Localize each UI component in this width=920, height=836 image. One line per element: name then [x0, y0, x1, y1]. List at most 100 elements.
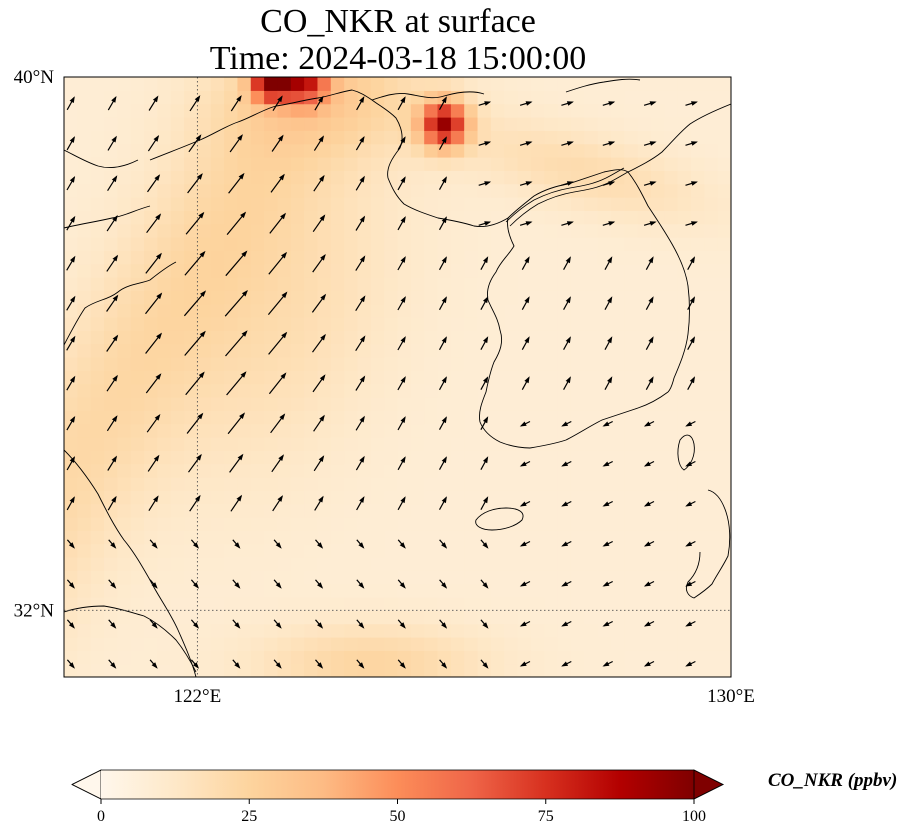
field-cell: [304, 343, 319, 358]
field-cell: [477, 637, 492, 651]
field-cell: [610, 223, 625, 238]
field-cell: [317, 423, 332, 438]
field-cell: [357, 437, 372, 451]
wind-arrow-head: [317, 582, 324, 589]
field-cell: [397, 557, 412, 571]
field-cell: [157, 103, 172, 118]
field-cell: [157, 557, 172, 571]
field-cell: [410, 117, 425, 131]
field-cell: [304, 277, 319, 291]
wind-arrow-shaft: [184, 331, 206, 356]
field-cell: [77, 623, 92, 638]
wind-arrow-head: [691, 221, 698, 226]
field-cell: [117, 343, 132, 358]
wind-arrow-head: [607, 256, 613, 264]
field-cell: [517, 317, 532, 331]
field-cell: [397, 530, 412, 545]
field-cell: [344, 397, 359, 411]
field-cell: [170, 330, 185, 345]
field-cell: [424, 183, 439, 198]
field-cell: [224, 530, 239, 545]
field-cell: [637, 117, 652, 131]
wind-arrow-head: [561, 541, 569, 547]
field-cell: [237, 583, 252, 598]
field-cell: [170, 343, 185, 358]
field-cell: [704, 250, 719, 265]
field-cell: [477, 157, 492, 171]
field-cell: [690, 90, 705, 105]
field-cell: [370, 263, 385, 278]
field-cell: [290, 477, 305, 491]
field-cell: [437, 503, 452, 518]
field-cell: [717, 623, 731, 638]
field-cell: [664, 263, 679, 278]
field-cell: [544, 303, 559, 318]
field-cell: [530, 623, 545, 638]
field-cell: [370, 557, 385, 571]
field-cell: [224, 277, 239, 291]
field-cell: [117, 423, 132, 438]
field-cell: [304, 303, 319, 318]
field-cell: [237, 557, 252, 571]
field-cell: [344, 303, 359, 318]
field-cell: [557, 623, 572, 638]
field-cell: [557, 183, 572, 198]
field-cell: [597, 343, 612, 358]
field-cell: [130, 583, 145, 598]
field-cell: [357, 570, 372, 585]
field-cell: [144, 330, 158, 345]
field-cell: [130, 250, 145, 265]
wind-arrow-head: [155, 373, 162, 380]
field-cell: [64, 637, 78, 651]
field-cell: [530, 183, 545, 198]
field-cell: [64, 543, 78, 558]
wind-arrow-head: [441, 216, 447, 224]
field-cell: [637, 130, 652, 145]
field-cell: [210, 610, 225, 625]
field-cell: [677, 423, 692, 438]
wind-arrow-head: [685, 501, 693, 507]
wind-arrow-head: [359, 175, 365, 183]
field-cell: [504, 277, 519, 291]
field-cell: [490, 637, 505, 651]
field-cell: [477, 477, 492, 491]
field-cell: [130, 143, 145, 158]
field-cell: [170, 530, 185, 545]
field-cell: [704, 370, 719, 385]
wind-arrow-head: [318, 455, 325, 462]
field-cell: [104, 463, 118, 478]
field-cell: [504, 503, 519, 518]
wind-arrow-head: [318, 95, 324, 103]
field-cell: [424, 250, 439, 265]
field-cell: [690, 157, 705, 171]
field-cell: [557, 303, 572, 318]
field-cell: [397, 157, 412, 171]
field-cell: [64, 397, 78, 411]
field-cell: [64, 437, 78, 451]
field-cell: [104, 117, 118, 131]
field-cell: [704, 477, 719, 491]
field-cell: [370, 623, 385, 638]
field-cell: [357, 663, 372, 677]
field-cell: [517, 170, 532, 185]
field-cell: [424, 410, 439, 425]
field-cell: [490, 623, 505, 638]
field-cell: [130, 103, 145, 118]
field-cell: [637, 437, 652, 451]
field-cell: [330, 330, 345, 345]
field-cell: [117, 437, 132, 451]
field-cell: [437, 663, 452, 677]
field-cell: [237, 103, 252, 118]
field-cell: [544, 583, 559, 598]
field-cell: [237, 450, 252, 465]
field-cell: [570, 103, 585, 118]
field-cell: [330, 570, 345, 585]
field-cell: [77, 197, 92, 211]
field-cell: [290, 143, 305, 158]
field-cell: [184, 637, 198, 651]
field-cell: [584, 143, 599, 158]
field-cell: [210, 303, 225, 318]
field-cell: [717, 223, 731, 238]
field-cell: [77, 143, 92, 158]
field-cell: [90, 650, 105, 665]
